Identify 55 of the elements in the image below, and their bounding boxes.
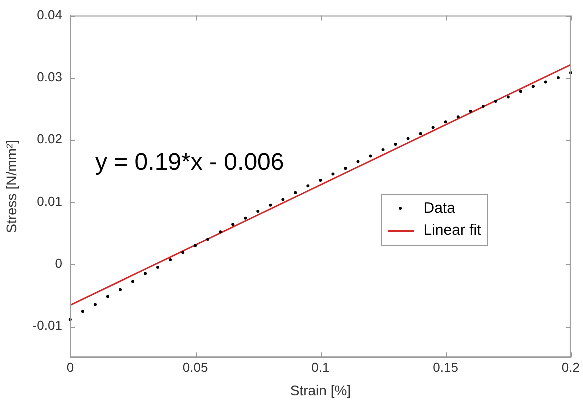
legend-label: Linear fit [424,222,482,240]
point [81,310,84,314]
x-tick-label: 0.05 [182,360,208,375]
point [532,85,535,88]
point [382,148,385,152]
y-tick-label: 0 [55,256,62,271]
point [269,204,272,207]
x-tick-label: 0.2 [562,360,580,375]
point [282,198,285,202]
point [219,230,222,234]
point [232,223,235,226]
point [344,167,348,170]
point [369,154,372,158]
point [356,160,360,164]
point [419,132,422,136]
annotation: y = 0.19*x - 0.006 [95,149,284,178]
x-tick-label: 0.15 [433,360,458,375]
point [156,266,160,269]
point [194,244,198,248]
point [182,251,185,254]
point [394,142,398,146]
point [482,105,485,108]
point [506,96,510,99]
y-tick-label: -0.01 [32,318,62,334]
point [244,216,248,220]
point [106,295,110,298]
x-tick-label: 0 [66,360,74,375]
legend-label: Data [424,200,456,218]
point [144,272,148,276]
point [256,210,260,214]
point [319,178,322,182]
point [556,76,560,80]
x-axis-title: Strain [%] [290,382,352,398]
point [94,303,97,306]
point [132,280,134,284]
point [469,110,472,114]
point [206,238,210,242]
x-tick-label: 0.1 [312,360,330,375]
point [406,137,410,140]
point [332,172,335,176]
y-tick-label: 0.02 [37,132,62,147]
y-axis-title: Stress [N/mm²] [3,140,20,234]
point [456,116,460,119]
point [118,288,122,292]
y-tick-label: 0.04 [37,7,62,22]
point [306,184,310,188]
point [294,191,298,194]
point [444,120,448,124]
point [519,90,522,94]
y-tick-label: 0.01 [37,194,62,209]
point [544,80,548,84]
point [169,258,172,262]
y-tick-label: 0.03 [37,70,62,85]
point [432,126,435,130]
point [494,100,498,104]
